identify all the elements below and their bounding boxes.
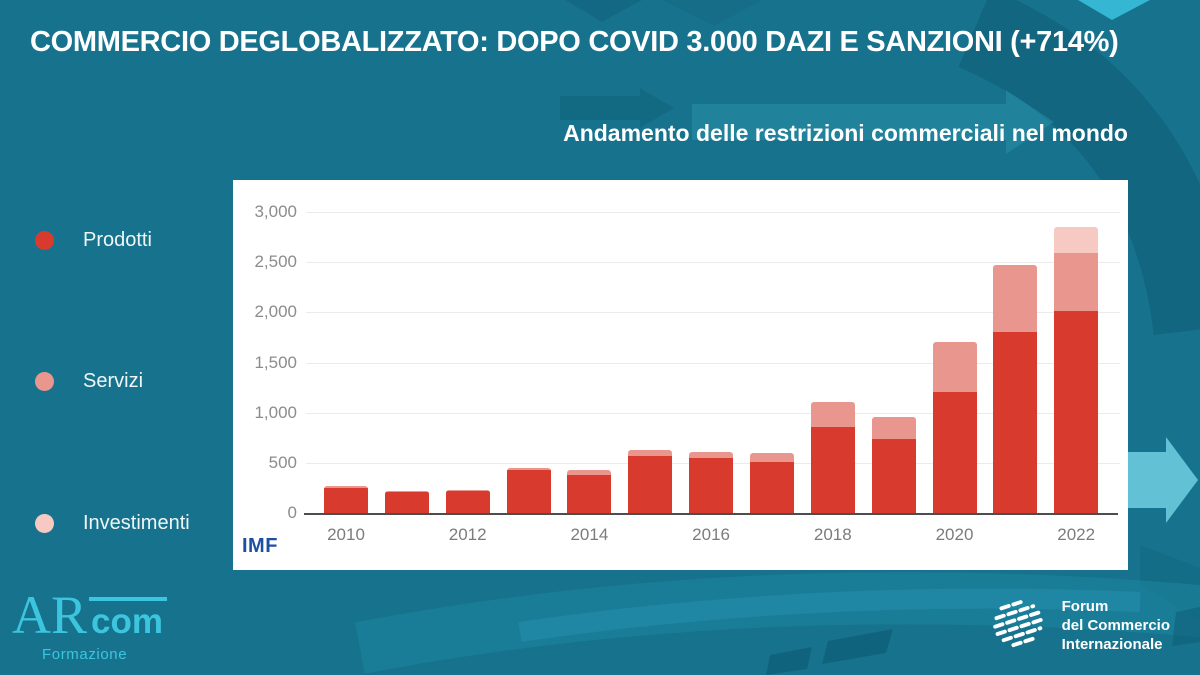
bar-2012: [445, 490, 490, 514]
plot-area: [304, 212, 1120, 515]
y-axis-tick-label: 2,500: [254, 252, 297, 272]
legend-item-prodotti: Prodotti: [35, 229, 152, 252]
x-axis: 2010 2012 2014 2016 2018 2020 2022: [310, 525, 1116, 549]
bar-2022: [1054, 227, 1099, 514]
arrow-icon: [662, 0, 762, 26]
bar-2018: [810, 401, 855, 514]
diagonal-band: [1140, 545, 1200, 620]
legend-label: Prodotti: [83, 229, 152, 251]
bar-segment-prodotti: [871, 438, 916, 514]
bar-2020: [932, 341, 977, 514]
arcom-logo: AR com Formazione: [12, 588, 167, 663]
legend-dot-servizi: [35, 372, 54, 391]
bar-segment-prodotti: [445, 491, 490, 514]
forum-logo: Forum del Commercio Internazionale: [990, 596, 1170, 654]
y-axis-tick-label: 0: [287, 503, 297, 522]
legend-dot-prodotti: [35, 231, 54, 250]
bar-2019: [871, 417, 916, 514]
legend-item-investimenti: Investimenti: [35, 512, 190, 535]
y-axis-tick-label: 3,000: [254, 202, 297, 221]
x-axis-tick-label: 2020: [935, 525, 974, 544]
dash-decoration: [822, 629, 893, 664]
legend-dot-investimenti: [35, 514, 54, 533]
bar-2016: [689, 451, 734, 514]
bar-segment-prodotti: [993, 332, 1038, 514]
dash-decoration: [1172, 607, 1200, 646]
legend-label: Investimenti: [83, 512, 190, 534]
bar-2015: [628, 449, 673, 514]
bar-2010: [324, 486, 368, 514]
bar-segment-prodotti: [932, 392, 977, 514]
gridline: [306, 262, 1120, 264]
x-axis-tick-label: 2022: [1057, 525, 1096, 544]
gridline: [306, 312, 1120, 314]
forum-logo-line1: Forum: [1061, 597, 1109, 615]
arrow-icon-right-edge: [1128, 437, 1198, 523]
legend-label: Servizi: [83, 370, 144, 392]
y-axis-tick-label: 500: [268, 452, 297, 472]
arcom-logo-serif-text: AR: [12, 585, 88, 645]
bar-segment-prodotti: [628, 455, 673, 514]
arcom-logo-subtitle: Formazione: [42, 646, 128, 663]
bar-segment-servizi: [932, 341, 977, 393]
arcom-logo-sans-text: com: [89, 597, 167, 639]
bar-segment-prodotti: [384, 492, 429, 514]
x-axis-line: [304, 513, 1118, 515]
bar-segment-prodotti: [810, 426, 855, 514]
bar-segment-servizi: [506, 468, 551, 471]
y-axis-tick-label: 2,000: [254, 302, 297, 322]
globe-icon: [992, 599, 1044, 648]
x-axis-tick-label: 2014: [570, 525, 609, 544]
bar-segment-investimenti: [1054, 227, 1099, 254]
bar-segment-servizi: [567, 470, 612, 475]
bar-segment-servizi: [993, 265, 1038, 333]
bar-2014: [567, 470, 612, 514]
y-axis-tick-label: 1,000: [254, 402, 297, 422]
arrow-icon: [692, 90, 1054, 154]
x-axis-tick-label: 2016: [692, 525, 730, 544]
bar-2021: [993, 265, 1038, 514]
bar-segment-servizi: [445, 490, 490, 492]
bar-segment-servizi: [689, 451, 734, 459]
gridline: [306, 362, 1120, 364]
x-axis-tick-label: 2010: [327, 525, 365, 544]
gridline: [306, 212, 1120, 213]
x-axis-tick-label: 2012: [448, 525, 487, 544]
bar-segment-servizi: [1054, 253, 1099, 312]
bar-segment-servizi: [324, 486, 368, 488]
arrow-icon: [1078, 0, 1150, 20]
swoosh-arc-bottom: [355, 572, 1200, 674]
bar-segment-servizi: [749, 453, 794, 463]
bar-segment-prodotti: [689, 458, 734, 514]
bar-segment-servizi: [628, 449, 673, 456]
bar-segment-servizi: [871, 417, 916, 439]
bar-2013: [506, 468, 551, 514]
swoosh-arc-top-right: [958, 0, 1200, 336]
legend-item-servizi: Servizi: [35, 370, 143, 393]
arrow-icon: [560, 88, 674, 128]
source-label: IMF: [242, 535, 278, 557]
forum-logo-line3: Internazionale: [1061, 635, 1163, 653]
bar-segment-servizi: [810, 401, 855, 427]
forum-logo-line2: del Commercio: [1061, 616, 1170, 634]
arrow-icon: [565, 0, 642, 22]
bar-segment-servizi: [384, 491, 429, 493]
swoosh-arc-bottom-highlight: [518, 588, 1141, 642]
y-axis-tick-label: 1,500: [254, 352, 297, 372]
x-axis-tick-label: 2018: [813, 525, 852, 544]
bar-segment-prodotti: [506, 470, 551, 514]
bar-2017: [749, 453, 794, 514]
bar-2011: [384, 491, 429, 514]
chart-panel: 0 500 1,000 1,500 2,000 2,500 3,000 2010 2012 20…: [233, 180, 1128, 570]
dash-decoration: [766, 647, 812, 675]
bar-segment-prodotti: [1054, 311, 1099, 514]
chart-title: Andamento delle restrizioni commerciali …: [563, 120, 1128, 146]
gridline: [306, 412, 1120, 414]
bar-segment-prodotti: [749, 462, 794, 514]
bar-segment-prodotti: [567, 474, 612, 514]
bar-segment-prodotti: [324, 487, 368, 514]
page-title: COMMERCIO DEGLOBALIZZATO: DOPO COVID 3.0…: [30, 26, 1119, 58]
